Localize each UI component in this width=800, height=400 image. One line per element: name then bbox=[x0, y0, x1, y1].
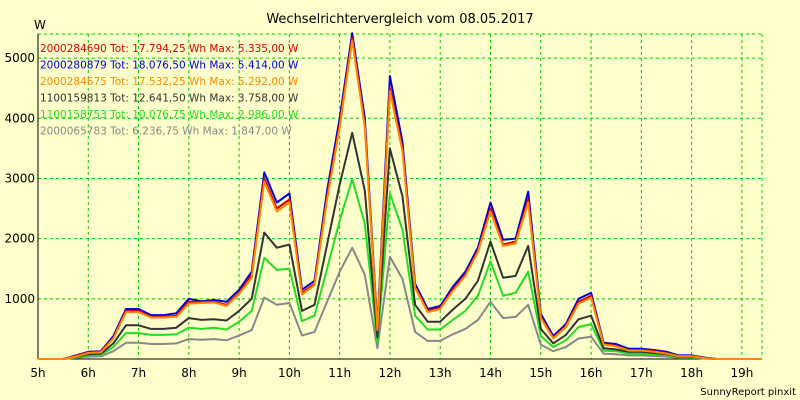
series-line-3 bbox=[38, 131, 762, 360]
x-tick-label: 17h bbox=[630, 366, 653, 380]
y-tick-label: 1000 bbox=[4, 292, 35, 306]
series-lines bbox=[38, 32, 762, 360]
x-tick-label: 9h bbox=[231, 366, 246, 380]
axes bbox=[37, 34, 762, 360]
series-line-2 bbox=[38, 39, 762, 360]
series-line-1 bbox=[38, 32, 762, 360]
chart-title: Wechselrichtervergleich vom 08.05.2017 bbox=[266, 12, 533, 27]
grid-lines bbox=[38, 33, 763, 359]
legend-entry: 1100158753 Tot: 10.076,75 Wh Max: 2.986,… bbox=[40, 109, 299, 121]
x-tick-label: 15h bbox=[529, 366, 552, 380]
legend: 2000284690 Tot: 17.794,25 Wh Max: 5.335,… bbox=[40, 43, 299, 138]
x-tick-label: 12h bbox=[379, 366, 402, 380]
legend-entry: 2000284690 Tot: 17.794,25 Wh Max: 5.335,… bbox=[40, 43, 299, 55]
series-line-5 bbox=[38, 246, 762, 360]
x-tick-label: 13h bbox=[429, 366, 452, 380]
x-tick-label: 18h bbox=[680, 366, 703, 380]
x-tick-label: 6h bbox=[81, 366, 96, 380]
x-tick-label: 7h bbox=[131, 366, 146, 380]
y-tick-label: 2000 bbox=[4, 232, 35, 246]
y-tick-labels: 1000 2000 3000 4000 5000 bbox=[4, 51, 35, 306]
y-tick-label: 3000 bbox=[4, 171, 35, 185]
x-tick-labels: 5h 6h 7h 8h 9h 10h 11h 12h 13h 14h 15h 16h 17h 18h 19h bbox=[30, 366, 753, 380]
x-tick-label: 8h bbox=[181, 366, 196, 380]
legend-entry: 2000065783 Tot: 6.236,75 Wh Max: 1.847,0… bbox=[40, 126, 292, 138]
x-tick-label: 11h bbox=[328, 366, 351, 380]
x-tick-label: 19h bbox=[730, 366, 753, 380]
legend-entry: 2000280879 Tot: 18.076,50 Wh Max: 5.414,… bbox=[40, 60, 299, 72]
x-tick-label: 16h bbox=[580, 366, 603, 380]
series-line-4 bbox=[38, 178, 762, 360]
x-tick-label: 14h bbox=[479, 366, 502, 380]
x-tick-label: 5h bbox=[30, 366, 45, 380]
legend-entry: 2000284675 Tot: 17.532,25 Wh Max: 5.292,… bbox=[40, 76, 299, 88]
legend-entry: 1100159813 Tot: 12.641,50 Wh Max: 3.758,… bbox=[40, 93, 299, 105]
y-tick-label: 4000 bbox=[4, 111, 35, 125]
footer-credit: SunnyReport pinxit bbox=[700, 387, 796, 398]
y-axis-unit-label: W bbox=[34, 18, 46, 32]
y-tick-label: 5000 bbox=[4, 51, 35, 65]
x-tick-label: 10h bbox=[278, 366, 301, 380]
